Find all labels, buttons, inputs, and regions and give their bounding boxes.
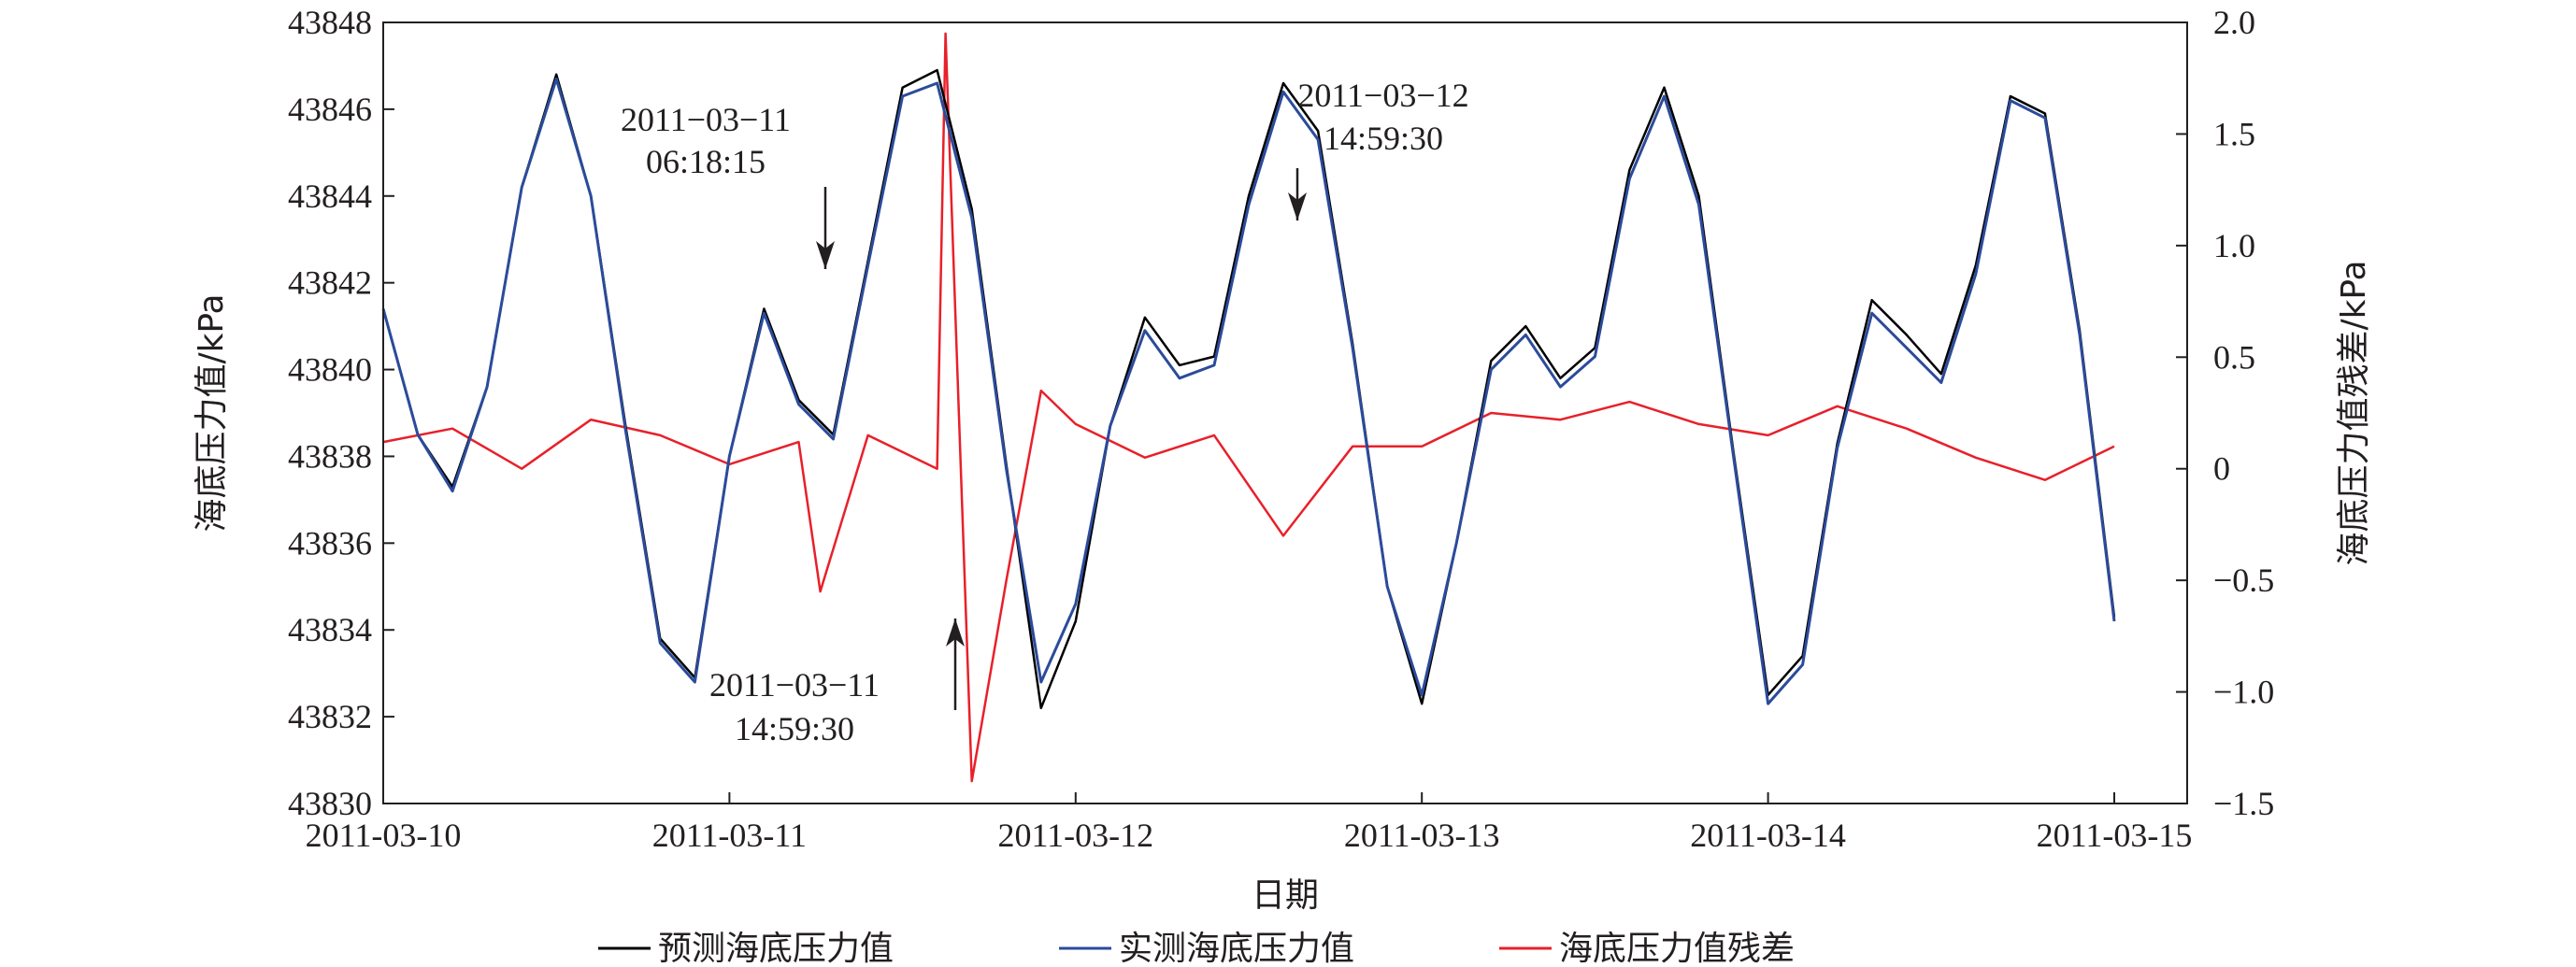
annotation-0: 2011−03−11 06:18:15 <box>621 101 835 269</box>
y-left-tick-label: 43832 <box>288 698 372 735</box>
legend-label: 海底压力值残差 <box>1559 930 1795 967</box>
y-axis-right-label: 海底压力值残差/kPa <box>2335 260 2373 565</box>
annotation-arrow-head <box>816 241 835 269</box>
right-axis-ticks: −1.5 −1.0 −0.5 0 0.5 1.0 1.5 2.0 <box>2176 4 2274 822</box>
annotation-time: 06:18:15 <box>646 143 766 180</box>
x-tick-label: 2011-03-11 <box>652 817 807 854</box>
annotation-2: 2011−03−11 14:59:30 <box>709 619 965 747</box>
x-tick-label: 2011-03-15 <box>2037 817 2193 854</box>
y-left-tick-label: 43840 <box>288 351 372 389</box>
legend-item-1: 实测海底压力值 <box>1059 930 1354 967</box>
left-axis-ticks: 43830 43832 43834 43836 43838 43840 43842 43844… <box>288 4 394 822</box>
x-tick-label: 2011-03-14 <box>1690 817 1846 854</box>
legend-label: 预测海底压力值 <box>658 930 894 967</box>
series-line-1 <box>381 77 2116 705</box>
y-right-tick-label: 1.0 <box>2213 227 2255 264</box>
y-right-tick-label: −1.5 <box>2213 785 2274 822</box>
annotation-1: 2011−03−12 14:59:30 <box>1288 77 1469 220</box>
legend: 预测海底压力值 实测海底压力值 海底压力值残差 <box>598 930 1795 967</box>
y-left-tick-label: 43848 <box>288 4 372 41</box>
annotation-arrow-head <box>946 619 965 647</box>
annotation-arrow-head <box>1288 192 1307 220</box>
y-right-tick-label: 1.5 <box>2213 115 2255 152</box>
legend-label: 实测海底压力值 <box>1119 930 1354 967</box>
x-tick-label: 2011-03-12 <box>997 817 1153 854</box>
annotation-date: 2011−03−12 <box>1297 77 1468 114</box>
series-line-2 <box>382 32 2115 783</box>
y-left-tick-label: 43842 <box>288 264 372 302</box>
y-left-tick-label: 43844 <box>288 178 372 215</box>
y-right-tick-label: −0.5 <box>2213 562 2274 599</box>
legend-item-0: 预测海底压力值 <box>598 930 894 967</box>
series-line-0 <box>381 68 2116 710</box>
y-left-tick-label: 43846 <box>288 91 372 128</box>
annotations: 2011−03−1106:18:152011−03−1214:59:302011… <box>621 77 1469 747</box>
annotation-time: 14:59:30 <box>735 710 854 747</box>
annotation-date: 2011−03−11 <box>621 101 791 138</box>
annotation-date: 2011−03−11 <box>709 666 880 704</box>
plot-frame <box>382 21 2188 804</box>
y-axis-left-label: 海底压力值/kPa <box>193 293 231 532</box>
annotation-time: 14:59:30 <box>1324 120 1443 157</box>
y-left-tick-label: 43836 <box>288 524 372 562</box>
y-left-tick-label: 43834 <box>288 611 372 648</box>
x-axis-ticks: 2011-03-10 2011-03-11 2011-03-12 2011-03-13… <box>306 792 2193 854</box>
y-left-tick-label: 43830 <box>288 785 372 822</box>
y-left-tick-label: 43838 <box>288 437 372 475</box>
y-right-tick-label: 0.5 <box>2213 338 2255 376</box>
legend-item-2: 海底压力值残差 <box>1499 930 1795 967</box>
x-axis-label: 日期 <box>1252 876 1319 915</box>
x-tick-label: 2011-03-13 <box>1344 817 1500 854</box>
y-right-tick-label: 0 <box>2213 450 2230 488</box>
plot-layer <box>381 32 2116 783</box>
y-right-tick-label: −1.0 <box>2213 674 2274 711</box>
x-tick-label: 2011-03-10 <box>306 817 462 854</box>
y-right-tick-label: 2.0 <box>2213 4 2255 41</box>
